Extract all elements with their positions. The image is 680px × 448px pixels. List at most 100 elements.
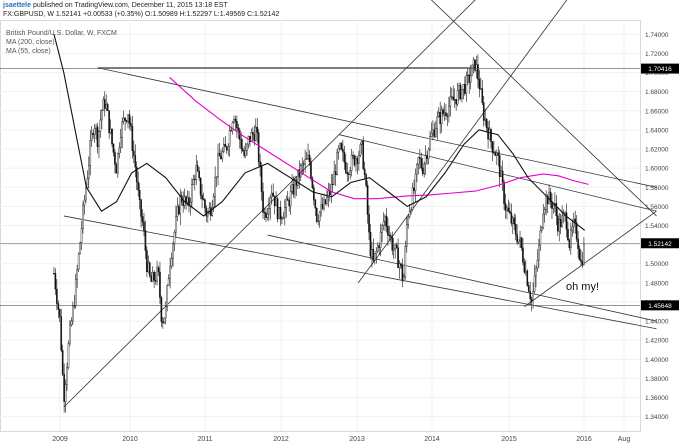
candle-body (404, 246, 407, 278)
candle-body (175, 216, 177, 233)
candle-body (556, 215, 559, 232)
candle-body (260, 166, 263, 192)
candle-body (321, 204, 324, 209)
candle-body (552, 205, 555, 209)
candle-body (305, 158, 308, 160)
candle-body (77, 253, 80, 270)
candle-body (63, 373, 65, 402)
price-tag-box (641, 300, 679, 311)
candle-body (297, 169, 299, 186)
candle-body (471, 64, 473, 77)
candle-body (445, 112, 447, 117)
candle-body (218, 153, 221, 157)
legend-ma200: MA (200, close) (6, 39, 55, 46)
candle-body (228, 130, 231, 147)
candle-body (313, 187, 315, 201)
candle-body (72, 305, 74, 322)
candle-body (398, 263, 401, 269)
candle-body (472, 59, 475, 66)
x-axis: 2009 2010 2011 2012 2013 2014 2015 2016 Aug (52, 436, 630, 443)
candle-body (509, 210, 511, 214)
candle-body (137, 181, 139, 191)
candle-body (546, 195, 549, 205)
candle-body (452, 96, 455, 101)
candle-body (153, 272, 155, 281)
price-tags: 1.70416 1.52142 1.45648 (0, 63, 679, 311)
candle-body (204, 199, 206, 209)
candle-body (391, 237, 394, 251)
candle-body (349, 170, 351, 175)
candle-body (257, 132, 260, 162)
y-gridlines (0, 33, 640, 418)
ma-55-line (53, 34, 586, 231)
candle-body (146, 250, 148, 272)
candle-body (488, 129, 491, 140)
candle-body (525, 270, 527, 273)
candle-body (221, 151, 224, 160)
candle-body (225, 146, 228, 151)
candle-body (423, 163, 426, 174)
candle-body (240, 139, 243, 149)
candle-body (284, 207, 286, 218)
candle-body (340, 143, 343, 150)
candle-body (449, 96, 452, 107)
candle-body (298, 169, 301, 178)
candle-body (461, 89, 463, 99)
candle-body (244, 150, 247, 156)
candle-body (98, 131, 100, 147)
candle-body (326, 197, 328, 204)
candle-body (60, 316, 63, 351)
candle-body (220, 156, 222, 160)
candles (53, 54, 585, 413)
candle-body (253, 134, 256, 141)
candle-body (368, 214, 370, 233)
candle-body (545, 195, 547, 210)
candle-body (475, 64, 478, 71)
candle-body (526, 270, 529, 286)
candle-body (109, 128, 112, 133)
x-tick-label: 2012 (273, 436, 289, 443)
candle-body (147, 262, 150, 272)
candle-body (99, 119, 102, 132)
candle-body (64, 384, 67, 402)
candle-body (311, 178, 314, 188)
candle-body (299, 165, 302, 178)
candle-body (436, 116, 439, 129)
candle-body (304, 159, 306, 165)
candle-body (191, 184, 193, 203)
candle-body (281, 218, 283, 220)
candle-body (144, 230, 147, 251)
candle-body (469, 75, 472, 83)
candle-body (549, 191, 552, 202)
candle-body (477, 64, 479, 80)
candle-body (432, 129, 434, 134)
candle-body (511, 217, 514, 224)
candle-body (497, 152, 500, 156)
candle-body (141, 216, 144, 223)
candle-body (82, 204, 84, 229)
x-tick-label: 2015 (501, 436, 517, 443)
candle-body (268, 208, 270, 215)
candle-body (388, 234, 391, 236)
candle-body (501, 170, 504, 183)
candle-body (262, 191, 264, 213)
candle-body (507, 207, 510, 212)
candle-body (233, 119, 235, 123)
candle-body (336, 151, 338, 176)
price-tag-label: 1.52142 (648, 241, 672, 248)
y-tick-label: 1.74000 (645, 32, 669, 39)
candle-body (379, 232, 382, 248)
candle-body (166, 285, 169, 307)
candle-body (334, 171, 337, 176)
candle-body (66, 367, 68, 385)
candle-body (163, 317, 166, 324)
candle-body (195, 165, 198, 181)
candle-body (487, 127, 489, 140)
candle-body (134, 155, 137, 168)
candle-body (118, 147, 121, 154)
candle-body (504, 203, 507, 211)
candle-body (442, 109, 444, 115)
candle-body (416, 164, 418, 175)
